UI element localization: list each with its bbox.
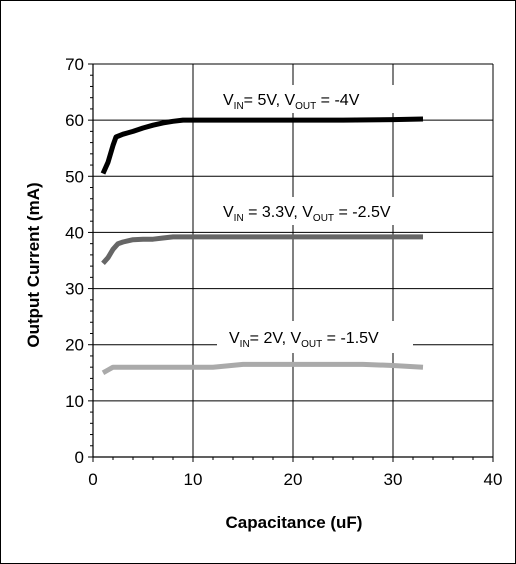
y-tick-label: 50 bbox=[65, 167, 84, 186]
y-axis-title: Output Current (mA) bbox=[24, 182, 43, 347]
annotation-background bbox=[215, 85, 411, 113]
y-tick-label: 70 bbox=[65, 55, 84, 74]
y-tick-label: 30 bbox=[65, 280, 84, 299]
series-line-5v bbox=[100, 116, 424, 175]
annotation-3v3: VIN = 3.3V, VOUT = -2.5V bbox=[223, 204, 391, 224]
x-tick-label: 10 bbox=[184, 470, 203, 489]
annotation-5v: VIN= 5V, VOUT = -4V bbox=[223, 92, 360, 112]
x-axis-title: Capacitance (uF) bbox=[226, 513, 363, 532]
y-tick-label: 10 bbox=[65, 392, 84, 411]
annotation-2v: VIN= 2V, VOUT = -1.5V bbox=[229, 330, 379, 350]
annotation-background bbox=[215, 197, 455, 225]
series-line-3v3 bbox=[101, 234, 423, 265]
annotation-background bbox=[217, 321, 413, 353]
x-tick-label: 0 bbox=[88, 470, 97, 489]
x-tick-label: 20 bbox=[284, 470, 303, 489]
x-tick-label: 30 bbox=[384, 470, 403, 489]
x-tick-label: 40 bbox=[484, 470, 503, 489]
y-tick-label: 20 bbox=[65, 336, 84, 355]
y-tick-label: 60 bbox=[65, 111, 84, 130]
series-line-2v bbox=[101, 361, 424, 375]
y-tick-label: 40 bbox=[65, 223, 84, 242]
y-tick-label: 0 bbox=[75, 448, 84, 467]
